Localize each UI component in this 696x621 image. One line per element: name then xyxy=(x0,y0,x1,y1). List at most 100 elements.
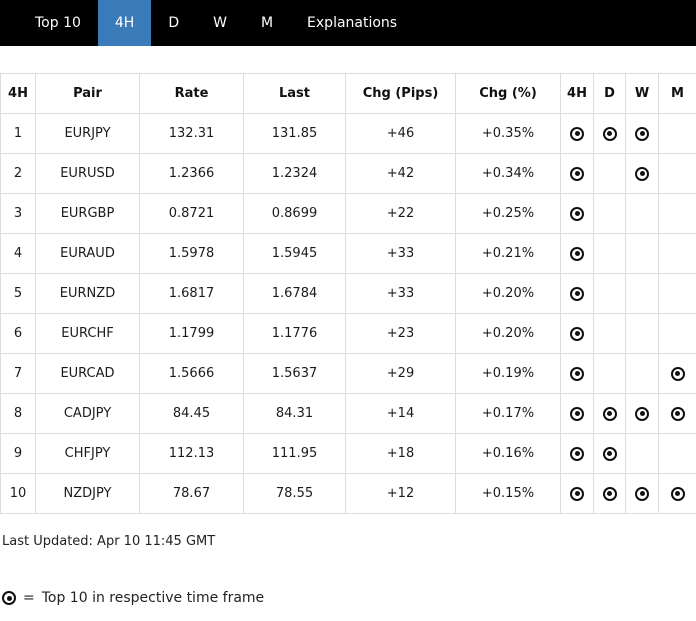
header-chg-pct: Chg (%) xyxy=(455,73,561,114)
tf-m-cell xyxy=(658,353,696,394)
table-row: 7 EURCAD 1.5666 1.5637 +29 +0.19% xyxy=(0,353,696,394)
tf-w-cell xyxy=(625,393,659,434)
top10-bullseye-icon xyxy=(570,166,584,181)
rank-cell: 6 xyxy=(0,313,36,354)
table-row: 10 NZDJPY 78.67 78.55 +12 +0.15% xyxy=(0,473,696,514)
chg-pips-cell: +46 xyxy=(345,113,456,154)
top10-pairs-table: 4H Pair Rate Last Chg (Pips) Chg (%) 4H … xyxy=(0,73,696,514)
nav-tab-explanations[interactable]: Explanations xyxy=(307,15,398,31)
tf-w-cell xyxy=(625,153,659,194)
top10-bullseye-icon xyxy=(570,246,584,261)
tf-m-cell xyxy=(658,153,696,194)
chg-pct-cell: +0.34% xyxy=(455,153,561,194)
header-tf-m: M xyxy=(658,73,696,114)
chg-pips-cell: +33 xyxy=(345,233,456,274)
last-cell: 111.95 xyxy=(243,433,346,474)
nav-tab-top-10[interactable]: Top 10 xyxy=(35,15,81,31)
chg-pct-cell: +0.17% xyxy=(455,393,561,434)
last-cell: 84.31 xyxy=(243,393,346,434)
rank-cell: 7 xyxy=(0,353,36,394)
pair-cell: CADJPY xyxy=(35,393,140,434)
rate-cell: 132.31 xyxy=(139,113,244,154)
rate-cell: 1.5666 xyxy=(139,353,244,394)
top10-bullseye-icon xyxy=(602,486,617,501)
header-chg-pips: Chg (Pips) xyxy=(345,73,456,114)
chg-pips-cell: +33 xyxy=(345,273,456,314)
table-row: 8 CADJPY 84.45 84.31 +14 +0.17% xyxy=(0,393,696,434)
last-cell: 1.6784 xyxy=(243,273,346,314)
top10-bullseye-icon xyxy=(570,126,584,141)
tf-h4-cell xyxy=(560,353,594,394)
pair-cell: EURGBP xyxy=(35,193,140,234)
header-pair: Pair xyxy=(35,73,140,114)
chg-pips-cell: +18 xyxy=(345,433,456,474)
rank-cell: 3 xyxy=(0,193,36,234)
rank-cell: 8 xyxy=(0,393,36,434)
last-cell: 78.55 xyxy=(243,473,346,514)
top10-bullseye-icon xyxy=(635,406,649,421)
tf-h4-cell xyxy=(560,113,594,154)
nav-tab-d[interactable]: D xyxy=(168,15,180,31)
tf-d-cell xyxy=(593,153,626,194)
tf-d-cell xyxy=(593,473,626,514)
top10-bullseye-icon xyxy=(635,126,649,141)
tf-w-cell xyxy=(625,313,659,354)
tf-m-cell xyxy=(658,313,696,354)
table-row: 3 EURGBP 0.8721 0.8699 +22 +0.25% xyxy=(0,193,696,234)
tf-d-cell xyxy=(593,393,626,434)
header-tf-4h: 4H xyxy=(560,73,594,114)
table-row: 1 EURJPY 132.31 131.85 +46 +0.35% xyxy=(0,113,696,154)
header-rate: Rate xyxy=(139,73,244,114)
pairs-table-body: 1 EURJPY 132.31 131.85 +46 +0.35% 2 EURUSD 1.236… xyxy=(0,113,696,514)
nav-tab-4h[interactable]: 4H xyxy=(97,0,152,46)
top10-bullseye-icon xyxy=(635,486,649,501)
table-row: 2 EURUSD 1.2366 1.2324 +42 +0.34% xyxy=(0,153,696,194)
tf-m-cell xyxy=(658,233,696,274)
chg-pips-cell: +23 xyxy=(345,313,456,354)
pair-cell: CHFJPY xyxy=(35,433,140,474)
top10-bullseye-icon xyxy=(570,286,584,301)
chg-pct-cell: +0.35% xyxy=(455,113,561,154)
rate-cell: 1.2366 xyxy=(139,153,244,194)
nav-tab-w[interactable]: W xyxy=(213,15,227,31)
pair-cell: EURCHF xyxy=(35,313,140,354)
top10-bullseye-icon xyxy=(670,486,685,501)
nav-tab-m[interactable]: M xyxy=(260,15,274,31)
table-row: 4 EURAUD 1.5978 1.5945 +33 +0.21% xyxy=(0,233,696,274)
last-cell: 1.2324 xyxy=(243,153,346,194)
last-cell: 131.85 xyxy=(243,113,346,154)
chg-pct-cell: +0.19% xyxy=(455,353,561,394)
tf-w-cell xyxy=(625,193,659,234)
tf-m-cell xyxy=(658,193,696,234)
tf-w-cell xyxy=(625,233,659,274)
rank-cell: 1 xyxy=(0,113,36,154)
rate-cell: 84.45 xyxy=(139,393,244,434)
tf-m-cell xyxy=(658,113,696,154)
chg-pct-cell: +0.20% xyxy=(455,273,561,314)
top10-bullseye-icon xyxy=(602,126,617,141)
tf-d-cell xyxy=(593,353,626,394)
chg-pips-cell: +14 xyxy=(345,393,456,434)
chg-pips-cell: +42 xyxy=(345,153,456,194)
tf-d-cell xyxy=(593,313,626,354)
header-rank-4h: 4H xyxy=(0,73,36,114)
top10-bullseye-icon xyxy=(570,486,584,501)
tf-d-cell xyxy=(593,273,626,314)
tf-m-cell xyxy=(658,433,696,474)
tf-w-cell xyxy=(625,433,659,474)
rate-cell: 0.8721 xyxy=(139,193,244,234)
tf-w-cell xyxy=(625,473,659,514)
chg-pct-cell: +0.15% xyxy=(455,473,561,514)
tf-h4-cell xyxy=(560,233,594,274)
last-cell: 1.5945 xyxy=(243,233,346,274)
tf-w-cell xyxy=(625,353,659,394)
header-tf-w: W xyxy=(625,73,659,114)
table-row: 5 EURNZD 1.6817 1.6784 +33 +0.20% xyxy=(0,273,696,314)
rate-cell: 1.1799 xyxy=(139,313,244,354)
tf-m-cell xyxy=(658,273,696,314)
top10-bullseye-icon xyxy=(570,366,584,381)
chg-pips-cell: +12 xyxy=(345,473,456,514)
rate-cell: 78.67 xyxy=(139,473,244,514)
rank-cell: 10 xyxy=(0,473,36,514)
